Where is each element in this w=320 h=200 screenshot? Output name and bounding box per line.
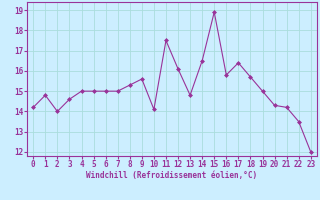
X-axis label: Windchill (Refroidissement éolien,°C): Windchill (Refroidissement éolien,°C) — [86, 171, 258, 180]
